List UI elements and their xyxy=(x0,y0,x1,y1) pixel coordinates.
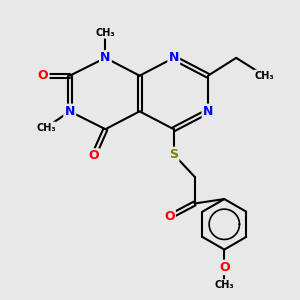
Text: O: O xyxy=(219,261,230,274)
Text: N: N xyxy=(203,105,213,118)
Text: CH₃: CH₃ xyxy=(36,123,56,133)
Text: O: O xyxy=(88,149,99,162)
Text: N: N xyxy=(64,105,75,118)
Text: CH₃: CH₃ xyxy=(96,28,115,38)
Text: S: S xyxy=(169,148,178,161)
Text: N: N xyxy=(100,51,111,64)
Text: CH₃: CH₃ xyxy=(214,280,234,290)
Text: O: O xyxy=(164,210,175,224)
Text: O: O xyxy=(38,69,48,82)
Text: N: N xyxy=(169,51,179,64)
Text: CH₃: CH₃ xyxy=(255,71,274,81)
